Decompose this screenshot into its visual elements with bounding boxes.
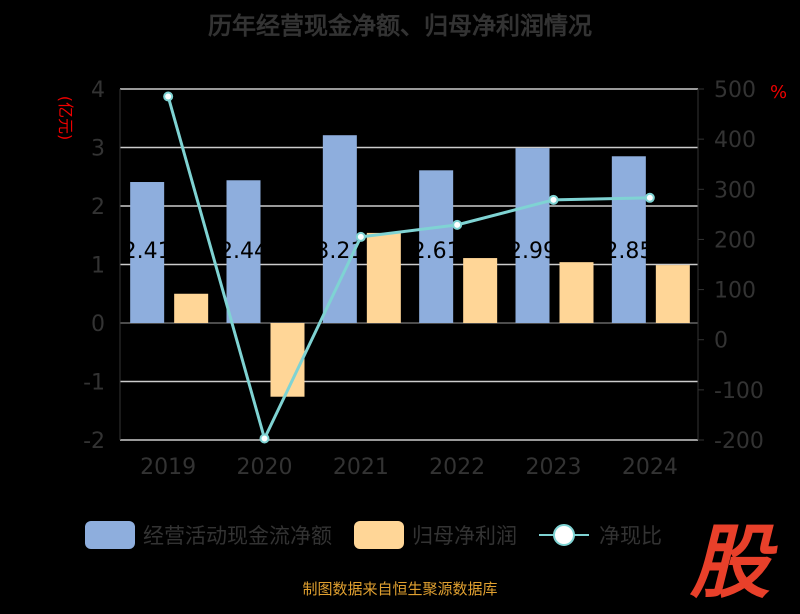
chart-title: 历年经营现金净额、归母净利润情况 — [208, 12, 592, 40]
netprofit-bar — [270, 323, 305, 397]
cashflow-data-label: 2.99 — [508, 239, 557, 264]
ratio-point — [644, 192, 655, 203]
legend-swatch — [85, 521, 135, 549]
chart-svg: -2 -1 0 1 2 3 4 -200 -100 0 100 200 300 400 500 (亿元)% 20… — [56, 78, 787, 480]
y2-tick-label: -200 — [714, 429, 764, 454]
legend-item-cashflow[interactable]: 经营活动现金流净额 — [85, 520, 332, 550]
legend-swatch — [354, 521, 404, 549]
cashflow-data-label: 2.61 — [412, 239, 461, 264]
y2-tick-label: -100 — [714, 379, 764, 404]
y-tick-label: -2 — [83, 429, 105, 454]
netprofit-bar — [174, 293, 209, 323]
netprofit-bar — [366, 232, 401, 323]
x-tick-label: 2020 — [237, 455, 293, 480]
y2-tick-label: 300 — [714, 178, 756, 203]
ratio-point — [355, 231, 366, 242]
x-tick-label: 2023 — [526, 455, 582, 480]
y2-axis-label: % — [770, 82, 787, 103]
ratio-point — [259, 433, 270, 444]
netprofit-bar — [463, 258, 498, 323]
x-tick-label: 2021 — [333, 455, 389, 480]
chart-container: 历年经营现金净额、归母净利润情况 -2 -1 0 1 2 3 4 -200 -100 0 100 20… — [56, 12, 787, 609]
x-tick-label: 2024 — [622, 455, 678, 480]
source-note: 制图数据来自恒生聚源数据库 — [302, 580, 498, 598]
cashflow-bar — [515, 148, 550, 323]
cashflow-data-label: 3.21 — [315, 239, 364, 264]
cashflow-bar — [419, 170, 454, 323]
y2-tick-label: 500 — [714, 78, 756, 103]
ratio-line — [166, 96, 650, 443]
y2-tick-label: 100 — [714, 279, 756, 304]
legend-label: 净现比 — [599, 524, 662, 548]
legend-line-icon — [539, 524, 589, 546]
cashflow-data-label: 2.85 — [604, 239, 653, 264]
y-tick-label: -1 — [83, 371, 105, 396]
cashflow-bar — [611, 156, 646, 323]
legend-label: 归母净利润 — [412, 524, 517, 548]
y-tick-label: 2 — [91, 195, 105, 220]
netprofit-bar — [559, 262, 594, 323]
x-tick-label: 2022 — [429, 455, 485, 480]
netprofit-bar — [655, 265, 690, 323]
legend-label: 经营活动现金流净额 — [143, 524, 332, 548]
cashflow-bar — [130, 182, 165, 323]
legend-item-netprofit[interactable]: 归母净利润 — [354, 520, 517, 550]
cashflow-data-label: 2.44 — [219, 239, 268, 264]
y2-tick-label: 400 — [714, 128, 756, 153]
cashflow-data-label: 2.41 — [123, 239, 172, 264]
ratio-point — [548, 194, 559, 205]
y-tick-label: 1 — [91, 254, 105, 279]
ratio-point — [163, 91, 174, 102]
cashflow-bar — [226, 180, 261, 323]
y-axis-label: (亿元) — [56, 96, 75, 141]
y-tick-label: 4 — [91, 78, 105, 103]
x-tick-label: 2019 — [140, 455, 196, 480]
legend-item-ratio[interactable]: 净现比 — [539, 520, 662, 550]
legend: 经营活动现金流净额 归母净利润 净现比 — [85, 520, 684, 550]
y2-tick-label: 0 — [714, 329, 728, 354]
ratio-point — [452, 219, 463, 230]
cashflow-bar — [322, 135, 357, 323]
y-tick-label: 3 — [91, 137, 105, 162]
logo: 股 — [690, 516, 770, 609]
y-tick-label: 0 — [91, 312, 105, 337]
y2-tick-label: 200 — [714, 228, 756, 253]
